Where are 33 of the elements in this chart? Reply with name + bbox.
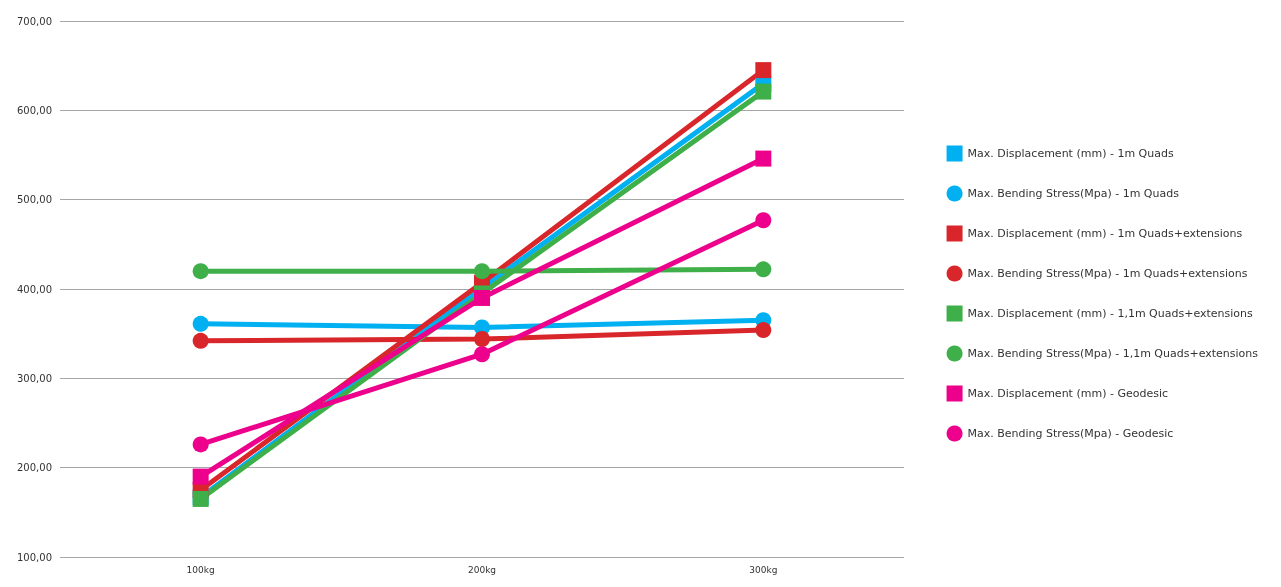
legend-label: Max. Displacement (mm) - Geodesic — [967, 387, 1168, 400]
y-tick-label: 600,00 — [17, 104, 52, 116]
point — [474, 263, 490, 280]
legend-label: Max. Bending Stress(Mpa) - 1,1m Quads+extensions — [967, 347, 1259, 360]
x-tick-label: 100kg — [186, 564, 215, 575]
point — [192, 468, 209, 485]
point — [755, 83, 772, 100]
point — [755, 62, 772, 79]
point — [755, 261, 772, 278]
point — [755, 322, 772, 339]
point — [474, 346, 490, 363]
point — [755, 150, 772, 167]
point — [192, 315, 209, 332]
legend-label: Max. Bending Stress(Mpa) - 1m Quads+extensions — [967, 267, 1248, 280]
legend-label: Max. Displacement (mm) - 1m Quads+extensions — [967, 227, 1243, 240]
point — [192, 436, 209, 453]
legend-label: Max. Bending Stress(Mpa) - Geodesic — [967, 427, 1174, 440]
y-tick-label: 400,00 — [17, 283, 52, 295]
point — [474, 289, 490, 306]
y-tick-label: 500,00 — [17, 194, 52, 206]
point — [474, 331, 490, 348]
legend-label: Max. Bending Stress(Mpa) - 1m Quads — [967, 187, 1180, 200]
x-tick-label: 300kg — [749, 564, 778, 575]
y-tick-label: 200,00 — [17, 462, 52, 474]
legend-label: Max. Displacement (mm) - 1m Quads — [967, 147, 1174, 160]
point — [192, 332, 209, 349]
y-tick-label: 100,00 — [17, 551, 52, 563]
point — [192, 263, 209, 280]
legend-label: Max. Displacement (mm) - 1,1m Quads+extensions — [967, 307, 1254, 320]
y-tick-label: 700,00 — [17, 15, 52, 27]
y-tick-label: 300,00 — [17, 372, 52, 384]
x-tick-label: 200kg — [467, 564, 497, 575]
point — [755, 212, 772, 229]
